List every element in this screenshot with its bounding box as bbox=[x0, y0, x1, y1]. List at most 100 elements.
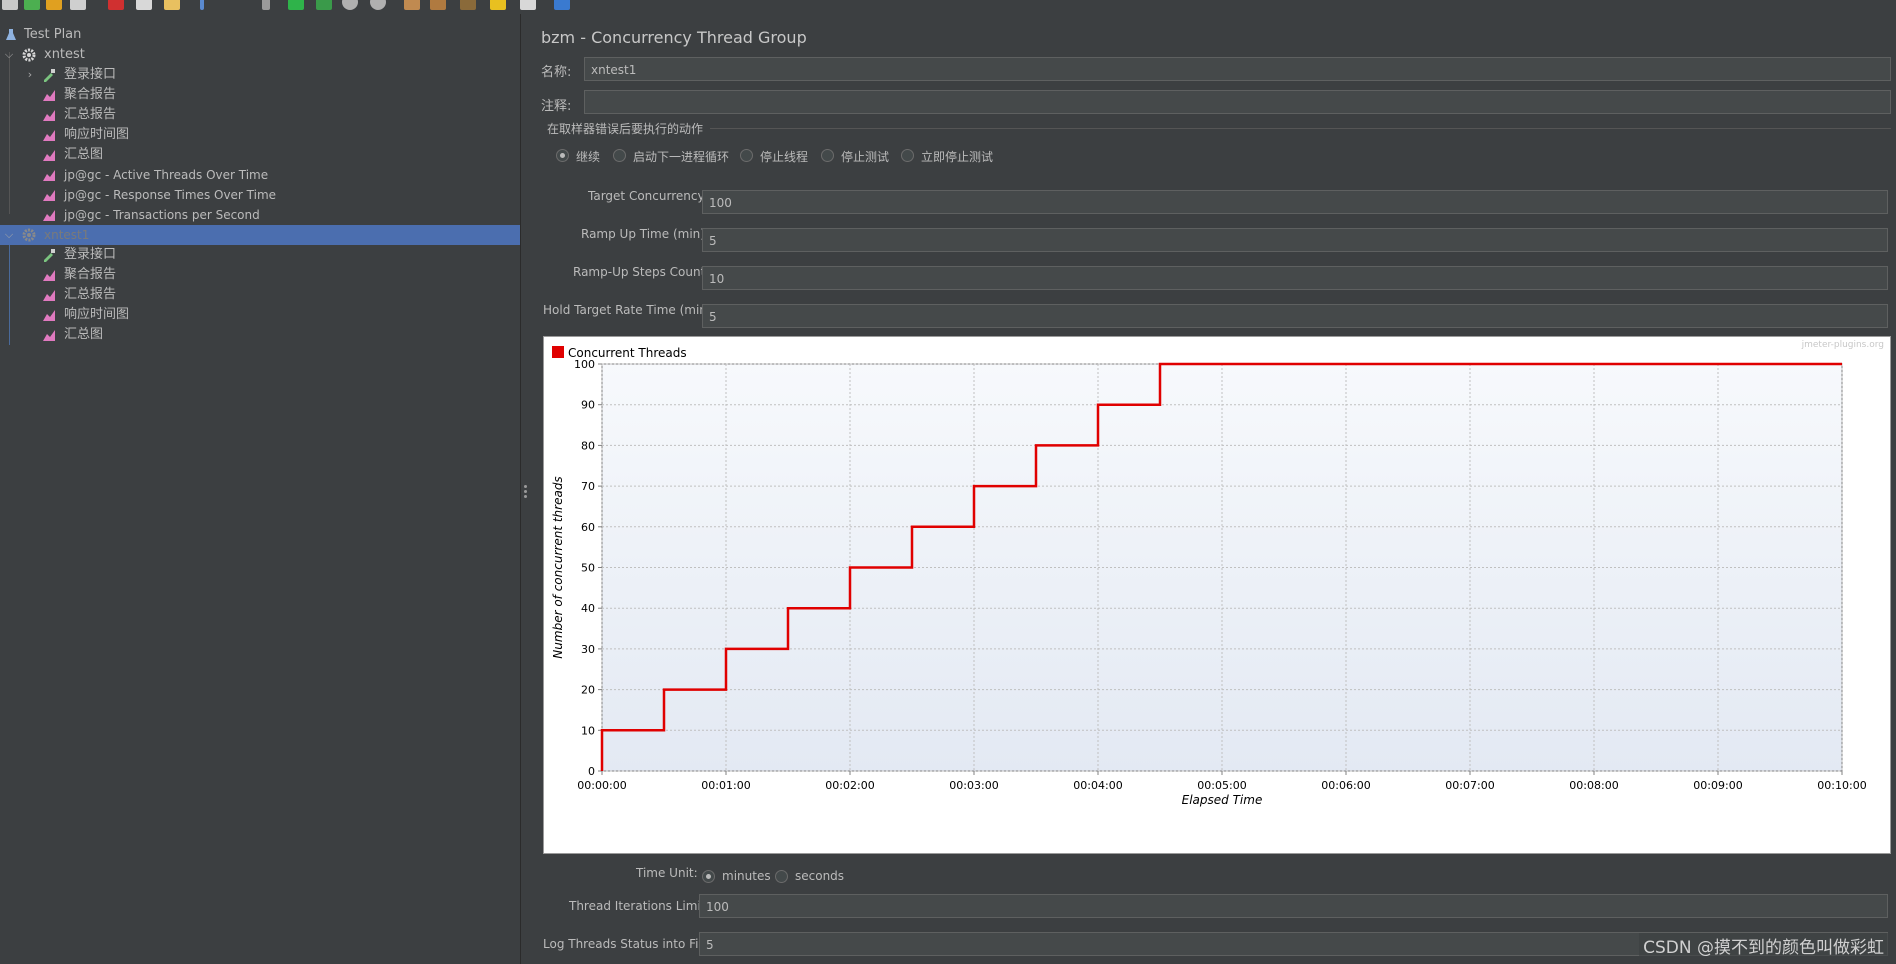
start-icon[interactable] bbox=[288, 0, 304, 10]
time-unit-label: Time Unit: bbox=[636, 866, 698, 880]
tree-node-test-plan[interactable]: Test Plan bbox=[0, 25, 520, 45]
y-tick-label: 50 bbox=[581, 562, 595, 575]
clear-all-icon[interactable] bbox=[430, 0, 446, 10]
tree-node-summary-report[interactable]: 汇总报告 bbox=[0, 105, 520, 125]
pane-splitter[interactable] bbox=[521, 14, 530, 964]
templates-icon[interactable] bbox=[24, 0, 40, 10]
radio-stop-test-now[interactable] bbox=[901, 149, 914, 162]
y-tick-label: 40 bbox=[581, 602, 595, 615]
target-concurrency-field[interactable]: 100 bbox=[702, 190, 1888, 214]
radio-minutes-label: minutes bbox=[722, 869, 771, 883]
tree-node-transactions-per-second[interactable]: jp@gc - Transactions per Second bbox=[0, 205, 520, 225]
comment-label: 注释: bbox=[541, 99, 572, 114]
name-field[interactable]: xntest1 bbox=[584, 57, 1891, 81]
shutdown-icon[interactable] bbox=[370, 0, 386, 10]
x-tick-label: 00:10:00 bbox=[1817, 779, 1866, 792]
stop-icon[interactable] bbox=[342, 0, 358, 10]
x-tick-label: 00:06:00 bbox=[1321, 779, 1370, 792]
toggle-icon[interactable] bbox=[262, 0, 270, 10]
radio-continue-label: 继续 bbox=[576, 150, 601, 164]
tree-node-response-times[interactable]: jp@gc - Response Times Over Time bbox=[0, 185, 520, 205]
y-tick-label: 70 bbox=[581, 480, 595, 493]
radio-stop-test-now-label: 立即停止测试 bbox=[921, 150, 994, 164]
y-tick-label: 100 bbox=[574, 358, 595, 371]
tree-node-label: jp@gc - Response Times Over Time bbox=[64, 188, 277, 202]
test-plan-tree: Test Plan ⌵ xntest › 登录接口 聚合报告 汇总报告 响应时间… bbox=[0, 14, 521, 964]
radio-continue[interactable] bbox=[556, 149, 569, 162]
axes: 0 10 20 30 40 50 60 70 80 90 100 00:00:00 00:01:00 00… bbox=[574, 358, 1867, 792]
tree-node-label: 汇总图 bbox=[64, 147, 104, 162]
name-label: 名称: bbox=[541, 65, 572, 80]
tree-node-login-api-2[interactable]: 登录接口 bbox=[0, 245, 520, 265]
copy-icon[interactable] bbox=[136, 0, 152, 10]
reset-search-icon[interactable] bbox=[490, 0, 506, 10]
x-tick-label: 00:08:00 bbox=[1569, 779, 1618, 792]
graph-icon bbox=[43, 110, 55, 121]
cut-icon[interactable] bbox=[108, 0, 124, 10]
radio-start-next-loop-label: 启动下一进程循环 bbox=[633, 150, 730, 164]
tree-node-label: 聚合报告 bbox=[64, 87, 117, 102]
clear-icon[interactable] bbox=[404, 0, 420, 10]
tree-node-summary-graph[interactable]: 汇总图 bbox=[0, 145, 520, 165]
radio-start-next-loop[interactable] bbox=[613, 149, 626, 162]
tree-guide-line bbox=[9, 52, 10, 214]
search-icon[interactable] bbox=[460, 0, 476, 10]
radio-stop-test-label: 停止测试 bbox=[841, 150, 890, 164]
function-helper-icon[interactable] bbox=[520, 0, 536, 10]
x-tick-label: 00:07:00 bbox=[1445, 779, 1494, 792]
tree-node-xntest1[interactable]: ⌵ xntest1 bbox=[0, 225, 520, 245]
save-icon[interactable] bbox=[70, 0, 86, 10]
comment-field[interactable] bbox=[584, 90, 1891, 114]
tree-guide-line-selected bbox=[9, 233, 10, 345]
tree-node-active-threads[interactable]: jp@gc - Active Threads Over Time bbox=[0, 165, 520, 185]
splitter-grip-dot bbox=[524, 490, 527, 493]
chevron-right-icon[interactable]: › bbox=[27, 68, 33, 81]
y-tick-label: 90 bbox=[581, 399, 595, 412]
tree-node-response-time-graph-2[interactable]: 响应时间图 bbox=[0, 305, 520, 325]
paste-icon[interactable] bbox=[164, 0, 180, 10]
y-tick-label: 30 bbox=[581, 643, 595, 656]
x-tick-label: 00:09:00 bbox=[1693, 779, 1742, 792]
expand-icon[interactable] bbox=[200, 0, 204, 10]
chevron-down-icon[interactable]: ⌵ bbox=[4, 228, 14, 241]
radio-stop-test[interactable] bbox=[821, 149, 834, 162]
new-icon[interactable] bbox=[2, 0, 18, 10]
series-line bbox=[600, 362, 1842, 771]
open-icon[interactable] bbox=[46, 0, 62, 10]
tree-node-aggregate-report[interactable]: 聚合报告 bbox=[0, 85, 520, 105]
x-tick-label: 00:03:00 bbox=[949, 779, 998, 792]
graph-icon bbox=[43, 210, 55, 221]
series-layer bbox=[600, 362, 1842, 771]
tree-node-response-time-graph[interactable]: 响应时间图 bbox=[0, 125, 520, 145]
help-icon[interactable] bbox=[554, 0, 570, 10]
target-concurrency-label: Target Concurrency: bbox=[588, 189, 708, 203]
tree-node-label: 登录接口 bbox=[64, 247, 117, 262]
start-no-pause-icon[interactable] bbox=[316, 0, 332, 10]
tree-node-summary-report-2[interactable]: 汇总报告 bbox=[0, 285, 520, 305]
graph-icon bbox=[43, 330, 55, 341]
log-threads-label: Log Threads Status into File: bbox=[543, 937, 714, 951]
tree-node-aggregate-report-2[interactable]: 聚合报告 bbox=[0, 265, 520, 285]
tree-node-login-api[interactable]: › 登录接口 bbox=[0, 65, 520, 85]
tree-node-label: 汇总图 bbox=[64, 327, 104, 342]
gear-icon bbox=[22, 48, 36, 62]
y-tick-label: 20 bbox=[581, 684, 595, 697]
x-tick-label: 00:04:00 bbox=[1073, 779, 1122, 792]
graph-icon bbox=[43, 90, 55, 101]
tree-node-label: 聚合报告 bbox=[64, 267, 117, 282]
chevron-down-icon[interactable]: ⌵ bbox=[4, 48, 14, 61]
iterations-limit-field[interactable]: 100 bbox=[699, 894, 1888, 918]
legend-entry: Concurrent Threads bbox=[568, 346, 687, 360]
ramp-up-time-field[interactable]: 5 bbox=[702, 228, 1888, 252]
ramp-up-steps-field[interactable]: 10 bbox=[702, 266, 1888, 290]
hold-time-label: Hold Target Rate Time (min): bbox=[543, 303, 716, 317]
tree-node-xntest[interactable]: ⌵ xntest bbox=[0, 45, 520, 65]
x-tick-label: 00:05:00 bbox=[1197, 779, 1246, 792]
tree-node-summary-graph-2[interactable]: 汇总图 bbox=[0, 325, 520, 345]
tree-node-label: 汇总报告 bbox=[64, 107, 117, 122]
tree-node-label: xntest bbox=[44, 47, 85, 62]
radio-minutes[interactable] bbox=[702, 870, 715, 883]
radio-seconds[interactable] bbox=[775, 870, 788, 883]
hold-time-field[interactable]: 5 bbox=[702, 304, 1888, 328]
radio-stop-thread[interactable] bbox=[740, 149, 753, 162]
